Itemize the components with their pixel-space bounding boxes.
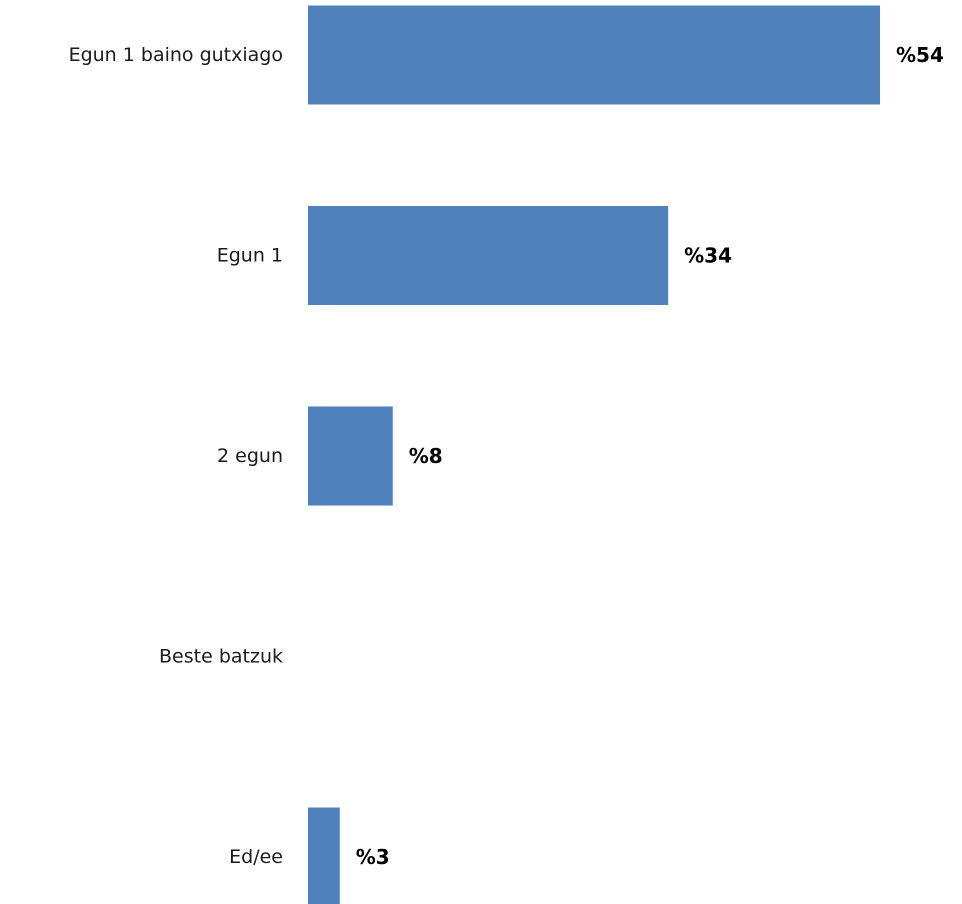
category-label: Egun 1: [217, 245, 283, 267]
bar-2: [308, 406, 393, 506]
category-label: Beste batzuk: [159, 646, 283, 668]
value-label: %3: [356, 845, 390, 869]
value-labels-group: %54 %34 %8 %3: [356, 43, 944, 869]
category-label: Ed/ee: [229, 846, 283, 868]
value-label: %54: [896, 43, 944, 67]
category-label: Egun 1 baino gutxiago: [69, 44, 283, 66]
category-label: 2 egun: [217, 445, 283, 467]
bars-group: [308, 5, 880, 904]
value-label: %34: [684, 244, 732, 268]
bar-4: [308, 807, 340, 904]
bar-0: [308, 5, 880, 105]
category-labels-group: Egun 1 baino gutxiago Egun 1 2 egun Beste b…: [69, 44, 283, 868]
bar-1: [308, 206, 669, 305]
value-label: %8: [409, 444, 443, 468]
